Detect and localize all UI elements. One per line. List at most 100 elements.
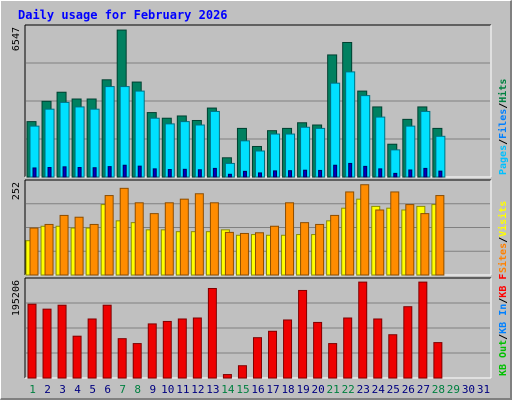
day-label-22: 22 xyxy=(342,383,355,396)
bar-pages-day-27 xyxy=(423,167,428,178)
legend-item: / xyxy=(498,334,509,340)
bar-files-day-19 xyxy=(300,126,311,178)
panel-2-ymax-label: 252 xyxy=(11,182,22,200)
bar-sites-day-6 xyxy=(104,195,114,276)
legend-item: KB Out xyxy=(498,340,509,376)
bar-sites-day-7 xyxy=(119,187,129,276)
bar-kbf-day-25 xyxy=(388,334,398,379)
day-label-9: 9 xyxy=(149,383,156,396)
bar-pages-day-6 xyxy=(107,166,112,178)
bar-pages-day-13 xyxy=(212,167,217,178)
bar-sites-day-3 xyxy=(59,214,69,276)
bar-sites-day-8 xyxy=(134,202,144,276)
bar-files-day-23 xyxy=(360,95,371,178)
bar-kbf-day-16 xyxy=(252,337,262,379)
bar-sites-day-11 xyxy=(179,198,189,276)
legend-item: KB In xyxy=(498,304,509,334)
bar-sites-day-21 xyxy=(330,214,340,276)
bar-kbf-day-27 xyxy=(418,281,428,379)
bar-kbf-day-1 xyxy=(27,303,37,379)
bar-kbf-day-19 xyxy=(298,289,308,379)
day-label-30: 30 xyxy=(462,383,475,396)
bar-sites-day-13 xyxy=(209,202,219,276)
bar-pages-day-24 xyxy=(378,168,383,178)
day-label-29: 29 xyxy=(447,383,460,396)
bar-sites-day-22 xyxy=(345,191,355,276)
bar-kbf-day-10 xyxy=(162,320,172,379)
bar-kbf-day-21 xyxy=(328,343,338,379)
bar-sites-day-23 xyxy=(360,184,370,276)
chart-title: Daily usage for February 2026 xyxy=(18,8,228,22)
bar-pages-day-4 xyxy=(77,167,82,178)
day-label-10: 10 xyxy=(161,383,174,396)
day-label-17: 17 xyxy=(266,383,279,396)
bar-sites-day-24 xyxy=(375,209,385,276)
bar-pages-day-10 xyxy=(167,169,172,178)
bar-files-day-4 xyxy=(74,106,85,178)
bar-kbf-day-6 xyxy=(102,304,112,379)
bar-kbf-day-9 xyxy=(147,323,157,379)
panel-1-legend: Pages/Files/Hits xyxy=(497,79,509,175)
bar-pages-day-12 xyxy=(197,169,202,178)
panel-2-legend: Sites/Visits xyxy=(497,201,509,273)
bar-pages-day-9 xyxy=(152,168,157,178)
legend-item: / xyxy=(498,298,509,304)
bar-kbf-day-5 xyxy=(87,318,97,379)
bar-files-day-20 xyxy=(315,127,326,178)
bar-sites-day-26 xyxy=(405,204,415,276)
bar-pages-day-5 xyxy=(92,167,97,178)
bar-sites-day-17 xyxy=(270,225,280,276)
bar-pages-day-18 xyxy=(288,170,293,178)
bar-pages-day-14 xyxy=(227,173,232,178)
bar-sites-day-25 xyxy=(390,191,400,276)
day-label-7: 7 xyxy=(119,383,126,396)
bar-pages-day-25 xyxy=(393,172,398,178)
bar-kbf-day-24 xyxy=(373,318,383,379)
bar-sites-day-1 xyxy=(29,227,39,276)
bar-kbf-day-20 xyxy=(313,321,323,379)
day-label-26: 26 xyxy=(402,383,415,396)
bar-sites-day-28 xyxy=(435,195,445,276)
bar-kbf-day-15 xyxy=(237,365,247,379)
day-label-4: 4 xyxy=(74,383,81,396)
legend-item: Visits xyxy=(497,201,509,237)
bar-sites-day-20 xyxy=(315,223,325,276)
bar-files-day-26 xyxy=(405,125,416,178)
bar-files-day-7 xyxy=(119,86,130,178)
bar-pages-day-1 xyxy=(32,167,37,178)
bar-files-day-11 xyxy=(179,121,190,178)
bar-files-day-13 xyxy=(209,110,220,178)
day-label-24: 24 xyxy=(372,383,386,396)
bar-pages-day-20 xyxy=(318,169,323,178)
bar-files-day-9 xyxy=(149,117,160,178)
bar-pages-day-11 xyxy=(182,168,187,178)
bar-pages-day-19 xyxy=(303,169,308,178)
day-label-11: 11 xyxy=(176,383,189,396)
bar-sites-day-12 xyxy=(194,193,204,276)
panel-3-ymax-label: 195206 xyxy=(11,280,22,316)
bar-sites-day-5 xyxy=(89,223,99,276)
bar-pages-day-15 xyxy=(242,170,247,178)
bar-files-day-21 xyxy=(330,82,341,178)
day-label-16: 16 xyxy=(251,383,264,396)
bar-kbf-day-14 xyxy=(222,374,232,379)
bar-files-day-10 xyxy=(164,123,175,178)
bar-sites-day-10 xyxy=(164,202,174,276)
bar-pages-day-16 xyxy=(257,172,262,178)
legend-item: Sites xyxy=(497,243,509,273)
day-label-23: 23 xyxy=(357,383,370,396)
bar-sites-day-4 xyxy=(74,216,84,276)
day-label-13: 13 xyxy=(206,383,219,396)
day-label-31: 31 xyxy=(477,383,490,396)
legend-item: KB F xyxy=(498,274,509,298)
day-label-8: 8 xyxy=(134,383,141,396)
bar-sites-day-18 xyxy=(285,202,295,276)
bar-sites-day-27 xyxy=(420,213,430,276)
bar-pages-day-28 xyxy=(438,170,443,178)
day-label-12: 12 xyxy=(191,383,204,396)
bar-kbf-day-18 xyxy=(283,319,293,379)
bar-kbf-day-22 xyxy=(343,317,353,379)
bar-kbf-day-28 xyxy=(433,342,443,379)
day-label-2: 2 xyxy=(44,383,51,396)
